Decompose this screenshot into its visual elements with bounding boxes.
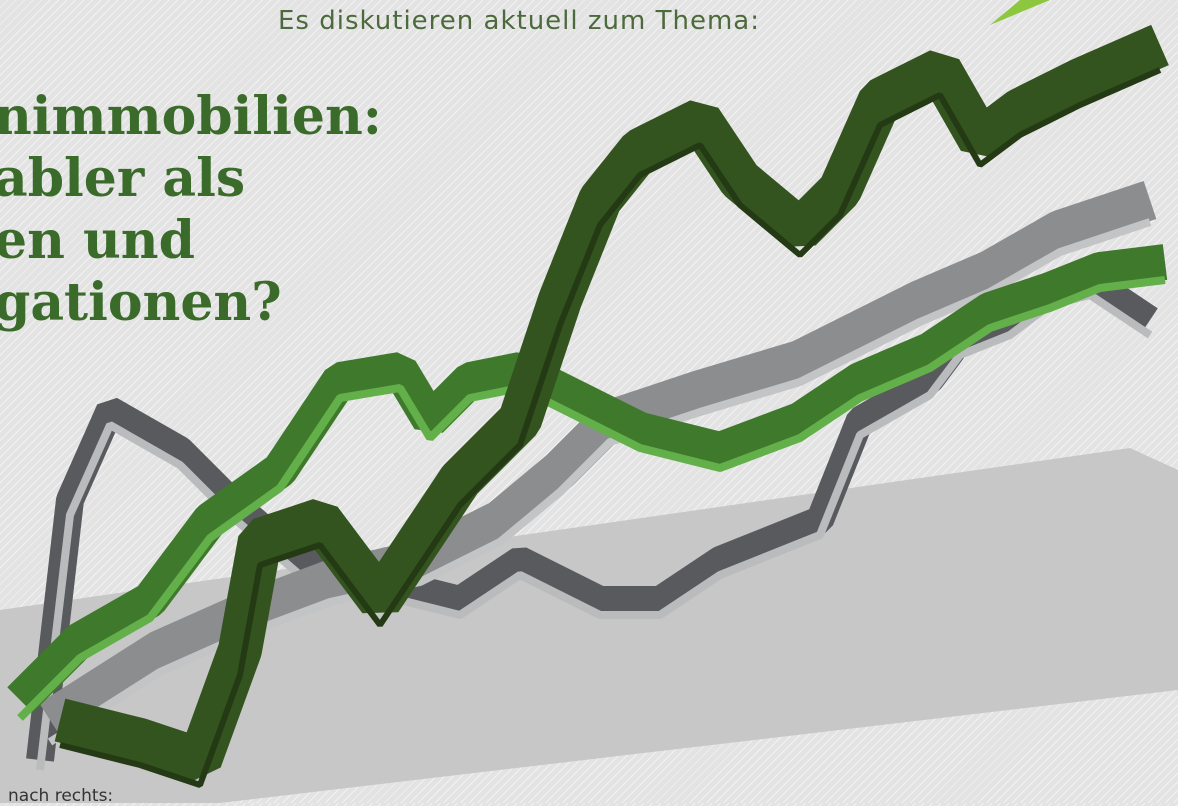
- footer-hint: nach rechts:: [8, 786, 114, 806]
- headline-line-4: gationen?: [0, 272, 282, 333]
- subtitle: Es diskutieren aktuell zum Thema:: [278, 6, 760, 36]
- headline-line-1: nimmobilien:: [0, 86, 382, 147]
- arrow-tip-icon: [990, 0, 1050, 25]
- headline-line-3: en und: [0, 210, 195, 271]
- green-ribbon-dark: [54, 24, 1169, 788]
- headline: nimmobilien: abler als en und gationen?: [0, 86, 382, 334]
- headline-line-2: abler als: [0, 148, 246, 209]
- floor-plane: [0, 448, 1178, 803]
